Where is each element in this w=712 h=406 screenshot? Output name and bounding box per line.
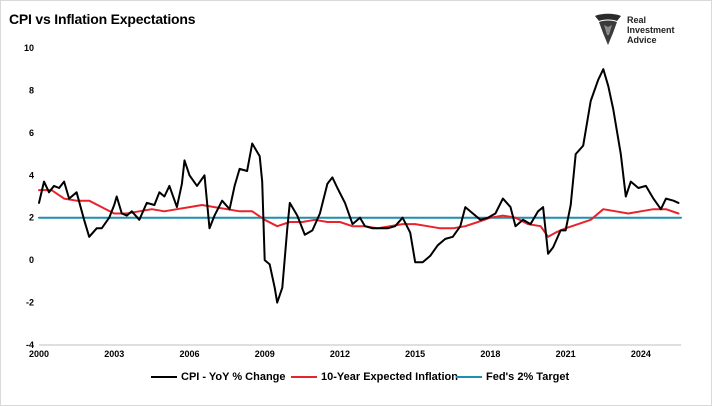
legend-item-fed-target: Fed's 2% Target — [456, 371, 569, 383]
logo-line-1: Real — [627, 15, 647, 25]
x-tick-label: 2000 — [29, 349, 49, 359]
legend-label-expected-inflation: 10-Year Expected Inflation — [321, 371, 458, 383]
logo-line-3: Advice — [627, 35, 657, 45]
x-tick-label: 2018 — [480, 349, 500, 359]
legend-label-cpi: CPI - YoY % Change — [181, 371, 286, 383]
legend-label-fed-target: Fed's 2% Target — [486, 371, 570, 383]
logo-wordmark: Real Investment Advice — [627, 15, 675, 45]
x-tick-label: 2021 — [556, 349, 576, 359]
x-tick-label: 2024 — [631, 349, 651, 359]
x-tick-label: 2015 — [405, 349, 425, 359]
y-tick-label: 0 — [29, 255, 34, 265]
logo-line-2: Investment — [627, 25, 675, 35]
bull-head-icon — [595, 13, 621, 45]
x-tick-label: 2006 — [179, 349, 199, 359]
y-tick-label: 6 — [29, 128, 34, 138]
chart-title: CPI vs Inflation Expectations — [9, 11, 196, 27]
x-tick-label: 2003 — [104, 349, 124, 359]
cpi-series-line — [38, 68, 680, 304]
legend-swatch-fed-target — [456, 376, 482, 378]
legend-swatch-expected-inflation — [291, 376, 317, 378]
y-tick-label: 4 — [29, 170, 34, 180]
legend-swatch-cpi — [151, 376, 177, 378]
legend-item-cpi: CPI - YoY % Change — [151, 371, 286, 383]
x-tick-label: 2012 — [330, 349, 350, 359]
x-tick-label: 2009 — [255, 349, 275, 359]
real-investment-advice-logo: Real Investment Advice — [593, 13, 693, 49]
chart-legend: CPI - YoY % Change 10-Year Expected Infl… — [151, 371, 611, 387]
legend-item-expected-inflation: 10-Year Expected Inflation — [291, 371, 458, 383]
y-tick-label: 10 — [24, 43, 34, 53]
y-tick-label: 2 — [29, 213, 34, 223]
y-tick-label: 8 — [29, 85, 34, 95]
y-tick-label: -2 — [26, 298, 34, 308]
y-tick-label: -4 — [26, 340, 34, 350]
